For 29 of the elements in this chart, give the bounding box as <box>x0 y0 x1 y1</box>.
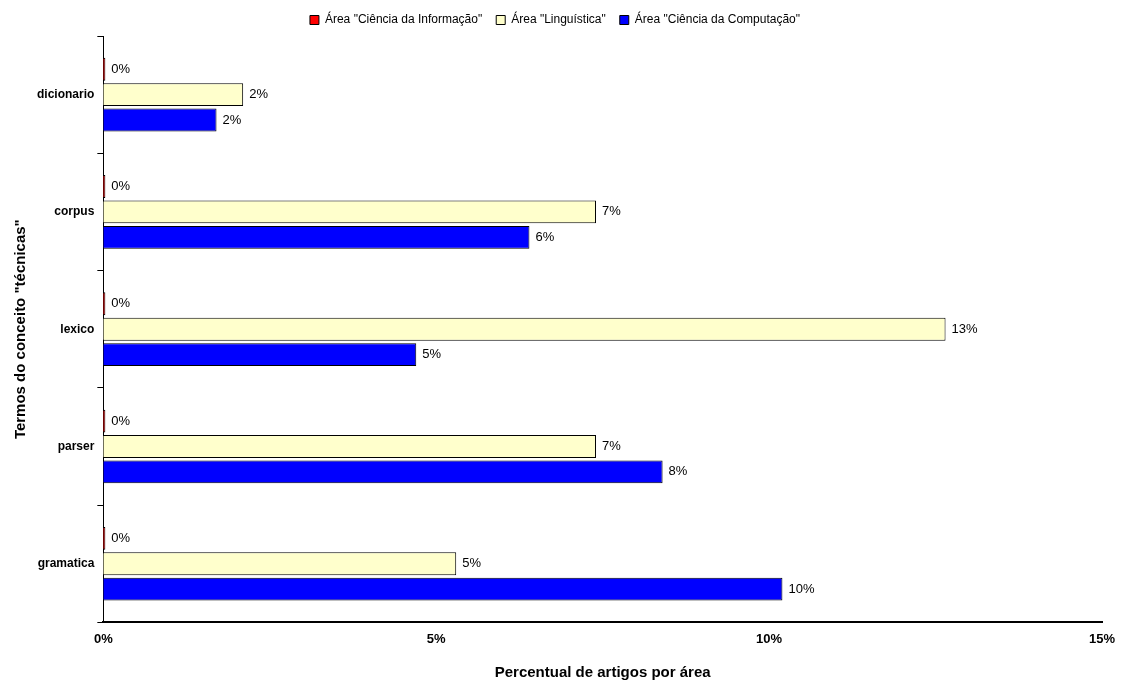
y-tick-label: corpus <box>54 204 95 219</box>
legend-label: Área "Ciência da Informação" <box>324 11 483 27</box>
data-label: 0% <box>111 60 131 76</box>
x-tick-label: 10% <box>756 630 783 646</box>
data-label: 2% <box>249 86 269 102</box>
data-label: 7% <box>602 438 622 454</box>
data-label: 5% <box>462 555 482 571</box>
data-label: 10% <box>788 580 815 596</box>
legend-label: Área "Linguística" <box>511 11 606 27</box>
data-label: 6% <box>535 228 555 244</box>
x-tick-label: 5% <box>426 630 447 646</box>
data-label: 7% <box>602 203 622 219</box>
data-label: 13% <box>951 320 978 336</box>
data-label: 8% <box>668 463 688 479</box>
y-tick-label: parser <box>57 438 95 453</box>
data-label: 5% <box>422 346 442 362</box>
x-tick-label: 15% <box>1088 630 1116 646</box>
data-label: 0% <box>111 295 131 311</box>
y-tick-label: dicionario <box>37 86 95 101</box>
data-label: 2% <box>222 111 242 127</box>
y-tick-label: gramatica <box>37 556 95 571</box>
data-label: 0% <box>111 178 131 194</box>
x-axis-title: Percentual de artigos por área <box>494 663 712 681</box>
x-tick-label: 0% <box>93 630 114 646</box>
data-label: 0% <box>111 529 131 545</box>
data-label: 0% <box>111 412 131 428</box>
y-axis-title: Termos do conceito "técnicas" <box>11 219 29 440</box>
y-tick-label: lexico <box>60 321 95 336</box>
legend-label: Área "Ciência da Computação" <box>634 11 801 27</box>
